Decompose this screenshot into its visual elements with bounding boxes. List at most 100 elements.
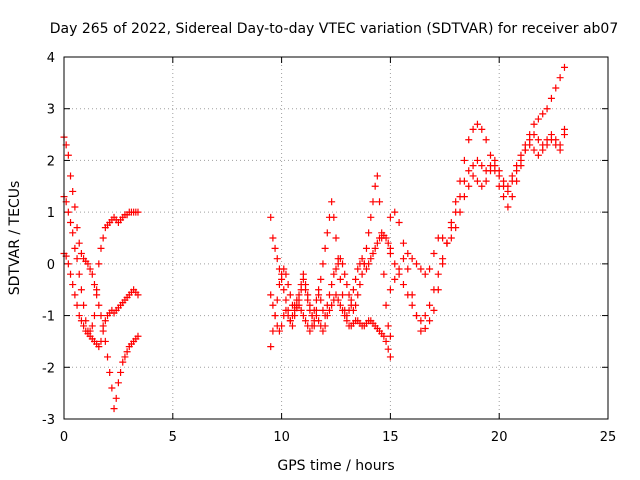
series-track-g [386,63,568,335]
data-point [280,286,288,294]
data-point [386,353,394,361]
data-point [362,265,370,273]
data-point [380,332,388,340]
data-point [341,270,349,278]
data-point [80,301,88,309]
data-point [534,136,542,144]
data-point [108,384,116,392]
data-point [365,229,373,237]
x-tick-label: 5 [169,430,177,445]
data-point [530,120,538,128]
data-point [504,203,512,211]
data-point [367,213,375,221]
data-point [473,156,481,164]
data-point [358,255,366,263]
data-point [439,234,447,242]
data-point [417,317,425,325]
data-point [354,291,362,299]
data-point [104,353,112,361]
data-point [319,260,327,268]
data-point [332,234,340,242]
data-point [369,198,377,206]
series-track-d [267,198,394,361]
data-point [328,198,336,206]
data-point [323,229,331,237]
data-point [521,146,529,154]
data-point [112,394,120,402]
data-point [282,296,290,304]
data-point [280,265,288,273]
data-point [434,270,442,278]
data-point [297,306,305,314]
data-point [560,125,568,133]
data-point [117,368,125,376]
plot-frame [63,56,609,420]
data-point [547,136,555,144]
data-point [530,146,538,154]
data-point [84,260,92,268]
data-point [376,198,384,206]
x-tick-label: 20 [491,430,508,445]
data-point [421,312,429,320]
data-point [504,187,512,195]
data-point [399,281,407,289]
data-point [345,306,353,314]
data-point [269,234,277,242]
y-tick-label: 4 [47,51,55,66]
data-point [384,345,392,353]
data-point [500,182,508,190]
data-point [430,250,438,258]
data-point [101,317,109,325]
data-point [486,151,494,159]
data-point [430,286,438,294]
data-point [99,327,107,335]
data-point [317,296,325,304]
data-point [332,265,340,273]
data-point [299,275,307,283]
data-point [336,301,344,309]
data-point [97,312,105,320]
data-point [380,270,388,278]
data-point [134,332,142,340]
data-point [90,281,98,289]
data-point [384,322,392,330]
y-tick-label: 2 [47,154,55,169]
data-point [508,193,516,201]
data-point [556,74,564,82]
data-point [347,296,355,304]
data-point [386,332,394,340]
data-point [269,301,277,309]
series-track-a [60,133,142,413]
data-point [69,229,77,237]
data-point [408,301,416,309]
data-point [478,162,486,170]
data-point [121,353,129,361]
data-point [526,141,534,149]
data-point [399,239,407,247]
data-point [95,343,103,351]
data-point [356,281,364,289]
data-point [67,270,75,278]
data-point [73,224,81,232]
data-point [321,322,329,330]
data-point [339,291,347,299]
data-point [534,151,542,159]
data-point [426,301,434,309]
y-tick-label: 1 [47,206,55,221]
data-point [302,286,310,294]
x-axis-label: GPS time / hours [277,458,394,474]
data-point [325,291,333,299]
data-point [339,306,347,314]
data-point [325,306,333,314]
data-point [473,177,481,185]
data-point [90,312,98,320]
y-tick-label: 0 [47,258,55,273]
data-point [282,306,290,314]
y-tick-label: 3 [47,103,55,118]
data-point [460,177,468,185]
data-point [417,265,425,273]
data-point [417,327,425,335]
data-point [443,239,451,247]
data-point [421,270,429,278]
